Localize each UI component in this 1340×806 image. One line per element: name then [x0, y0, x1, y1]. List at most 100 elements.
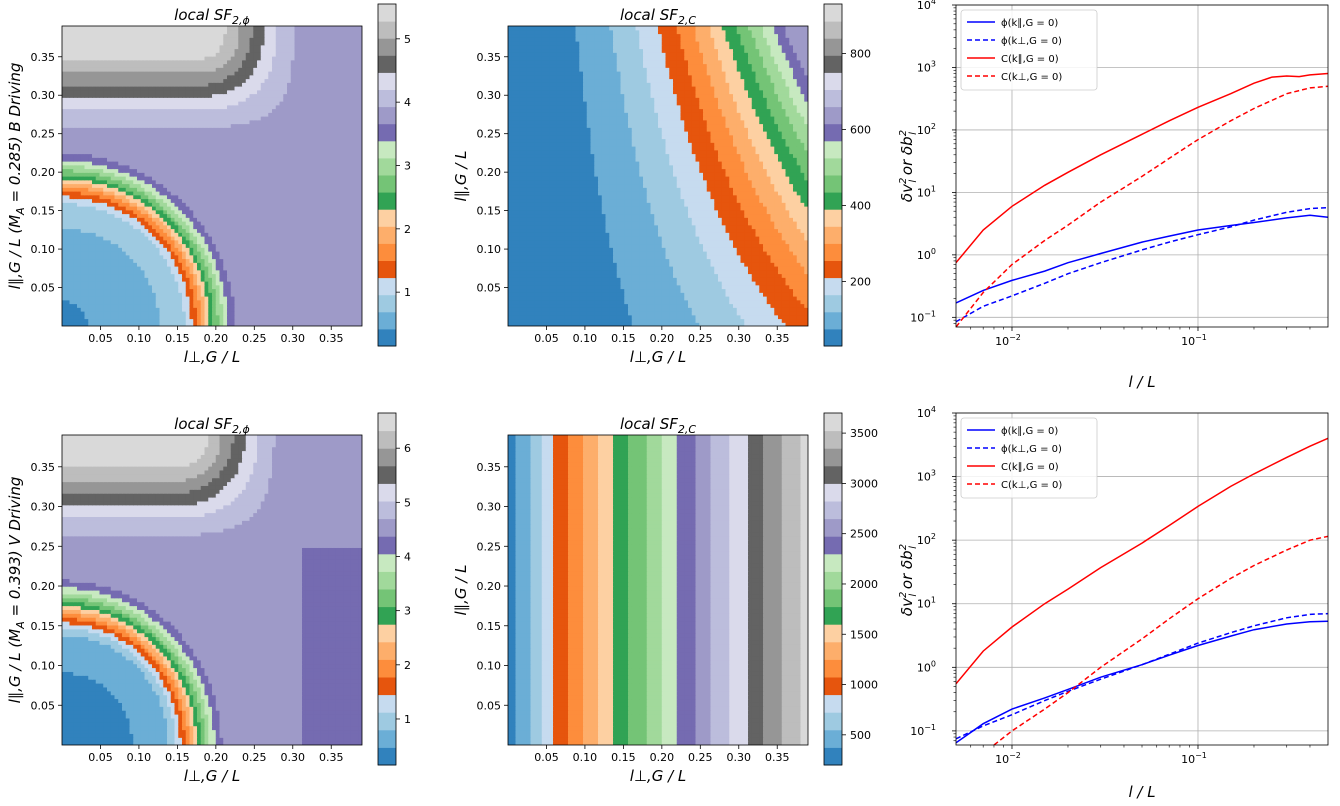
contour-cell: [227, 224, 232, 230]
contour-cell: [302, 224, 307, 230]
contour-cell: [212, 307, 217, 312]
contour-cell: [324, 262, 329, 267]
contour-cell: [332, 213, 337, 218]
contour-cell: [118, 168, 123, 173]
contour-cell: [167, 221, 172, 226]
contour-cell: [182, 262, 187, 267]
contour-cell: [84, 209, 89, 215]
contour-cell: [253, 318, 258, 323]
contour-cell: [249, 224, 254, 230]
contour-cell: [148, 191, 153, 196]
contour-cell: [152, 191, 157, 196]
contour-cell: [65, 191, 71, 196]
contour-cell: [324, 198, 329, 203]
contour-cell: [339, 146, 344, 151]
contour-cell: [227, 123, 232, 128]
contour-cell: [163, 228, 168, 233]
contour-cell: [350, 311, 356, 316]
contour-cell: [69, 292, 74, 297]
contour-cell: [358, 108, 362, 113]
contour-cell: [155, 202, 161, 207]
contour-cell: [170, 258, 176, 263]
contour-cell: [129, 209, 134, 215]
contour-cell: [159, 307, 164, 312]
contour-cell: [152, 142, 157, 147]
contour-cell: [167, 104, 172, 110]
contour-cell: [92, 266, 97, 271]
contour-cell: [339, 299, 344, 305]
contour-cell: [77, 157, 82, 162]
contour-cell: [219, 161, 224, 166]
contour-cell: [88, 299, 93, 305]
contour-cell: [238, 164, 243, 170]
contour-cell: [107, 221, 112, 226]
contour-cell: [204, 318, 209, 323]
contour-cell: [294, 157, 299, 162]
contour-cell: [140, 314, 146, 320]
contour-cell: [358, 266, 362, 271]
contour-cell: [62, 134, 67, 140]
contour-cell: [144, 183, 149, 188]
contour-cell: [125, 191, 131, 196]
contour-cell: [148, 251, 153, 256]
contour-cell: [125, 146, 131, 151]
contour-cell: [77, 127, 82, 132]
contour-cell: [339, 112, 344, 117]
contour-cell: [62, 251, 67, 256]
contour-cell: [69, 251, 74, 256]
contour-cell: [110, 266, 116, 271]
contour-cell: [249, 228, 254, 233]
contour-cell: [294, 273, 299, 278]
contour-cell: [215, 254, 221, 260]
contour-cell: [197, 149, 202, 155]
contour-cell: [242, 127, 247, 132]
contour-cell: [73, 168, 78, 173]
contour-cell: [62, 97, 67, 102]
contour-cell: [335, 243, 341, 248]
contour-cell: [137, 183, 142, 188]
contour-cell: [114, 258, 119, 263]
contour-cell: [84, 224, 89, 230]
contour-cell: [347, 172, 352, 177]
contour-cell: [283, 119, 288, 125]
contour-cell: [197, 168, 202, 173]
contour-cell: [84, 168, 89, 173]
contour-cell: [290, 176, 296, 181]
contour-cell: [185, 183, 191, 188]
contour-cell: [313, 273, 318, 278]
contour-cell: [302, 288, 307, 293]
contour-cell: [137, 277, 142, 282]
contour-cell: [350, 183, 356, 188]
contour-cell: [140, 269, 146, 275]
contour-cell: [230, 318, 236, 323]
contour-cell: [144, 123, 149, 128]
contour-cell: [170, 254, 176, 260]
contour-cell: [197, 277, 202, 282]
contour-cell: [212, 299, 217, 305]
contour-cell: [253, 164, 258, 170]
contour-cell: [264, 299, 269, 305]
contour-cell: [152, 206, 157, 211]
contour-cell: [65, 123, 71, 128]
contour-cell: [200, 131, 206, 136]
contour-cell: [197, 164, 202, 170]
contour-cell: [275, 168, 281, 173]
contour-cell: [95, 187, 101, 192]
contour-cell: [223, 116, 228, 121]
contour-cell: [309, 146, 314, 151]
contour-cell: [129, 292, 134, 297]
contour-cell: [249, 172, 254, 177]
contour-cell: [133, 296, 138, 301]
contour-cell: [62, 209, 67, 215]
contour-cell: [245, 138, 251, 143]
contour-cell: [294, 292, 299, 297]
contour-cell: [275, 112, 281, 117]
contour-cell: [189, 228, 194, 233]
contour-cell: [290, 277, 296, 282]
contour-cell: [317, 161, 322, 166]
contour-cell: [347, 127, 352, 132]
contour-cell: [73, 273, 78, 278]
contour-cell: [144, 266, 149, 271]
contour-cell: [245, 198, 251, 203]
contour-cell: [122, 311, 127, 316]
